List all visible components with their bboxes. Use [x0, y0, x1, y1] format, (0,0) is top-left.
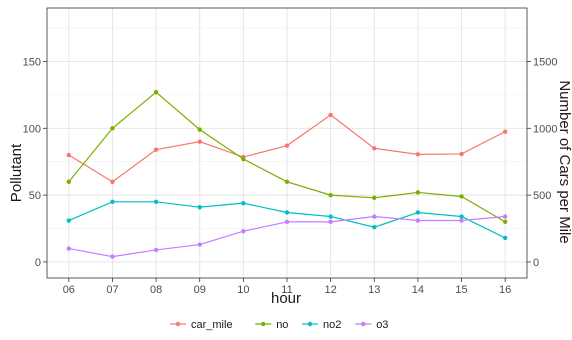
y2-tick-label: 0 [533, 257, 539, 269]
y2-tick-label: 500 [533, 190, 551, 202]
data-point [197, 127, 202, 132]
x-axis-title: hour [271, 290, 301, 307]
legend: car_mile no no2 o3 [170, 319, 388, 331]
legend-label: no [276, 319, 288, 331]
data-point [459, 194, 464, 199]
x-tick-label: 15 [455, 284, 467, 296]
data-point [502, 219, 508, 225]
data-point [502, 129, 508, 134]
data-point [66, 152, 72, 158]
data-point [153, 247, 159, 253]
data-point [241, 229, 246, 234]
x-tick-label: 06 [63, 284, 75, 296]
data-point [502, 235, 508, 241]
x-tick-label: 09 [194, 284, 206, 296]
legend-item-no: no [255, 319, 288, 331]
data-point [502, 214, 508, 219]
x-axis: 06 07 08 09 10 11 12 13 14 15 16 [63, 278, 511, 296]
data-point [372, 146, 377, 151]
legend-key-point [307, 321, 313, 327]
y-tick-label: 100 [23, 123, 41, 135]
data-point [284, 219, 290, 225]
grid [47, 8, 527, 278]
x-tick-label: 10 [237, 284, 249, 296]
y-tick-label: 0 [35, 257, 41, 269]
data-point [197, 204, 202, 210]
data-point [284, 210, 290, 215]
legend-key-point [261, 321, 266, 327]
data-point [241, 156, 246, 162]
data-point [284, 179, 290, 184]
x-tick-label: 08 [150, 284, 162, 296]
legend-item-no2: no2 [302, 319, 341, 331]
legend-label: car_mile [191, 319, 233, 331]
data-point [153, 199, 159, 205]
legend-item-car-mile: car_mile [170, 319, 233, 331]
x-tick-label: 07 [106, 284, 118, 296]
legend-label: no2 [323, 319, 341, 331]
series-layer [66, 90, 508, 259]
data-point [110, 199, 115, 205]
data-point [66, 179, 72, 184]
secondary-y-axis-title: Number of Cars per Mile [556, 80, 572, 243]
data-point [66, 218, 72, 223]
y-tick-label: 150 [23, 56, 41, 68]
data-point [372, 214, 377, 219]
data-point [415, 210, 421, 215]
left-y-axis: 0 50 100 150 [23, 56, 47, 269]
data-point [459, 151, 464, 157]
data-point [66, 246, 72, 251]
series-no [66, 90, 508, 225]
data-point [372, 225, 377, 230]
data-point [110, 254, 115, 259]
x-tick-label: 13 [368, 284, 380, 296]
data-point [459, 218, 464, 223]
legend-key-point [361, 321, 366, 327]
data-point [110, 126, 115, 131]
data-point [415, 152, 421, 157]
data-point [197, 139, 202, 144]
data-point [197, 242, 202, 247]
data-point [328, 214, 333, 219]
data-point [328, 192, 333, 198]
data-point [153, 90, 159, 95]
y2-tick-label: 1000 [533, 123, 557, 135]
data-point [284, 143, 290, 148]
series-car-mile [66, 112, 508, 184]
x-tick-label: 16 [499, 284, 511, 296]
data-point [415, 218, 421, 223]
data-point [415, 190, 421, 195]
y-axis-title: Pollutant [8, 143, 25, 202]
x-tick-label: 11 [281, 284, 292, 296]
x-tick-label: 14 [412, 284, 424, 296]
data-point [459, 214, 464, 219]
data-point [110, 179, 115, 184]
data-point [241, 200, 246, 206]
series-o3 [66, 214, 508, 259]
legend-item-o3: o3 [355, 319, 388, 331]
legend-key-point [175, 321, 181, 327]
x-tick-label: 12 [325, 284, 337, 296]
series-no2 [66, 199, 508, 241]
data-point [153, 147, 159, 152]
data-point [328, 112, 333, 118]
right-y-axis: 0 500 1000 1500 [527, 56, 557, 269]
data-point [372, 195, 377, 201]
legend-label: o3 [376, 319, 388, 331]
y2-tick-label: 1500 [533, 56, 557, 68]
y-tick-label: 50 [29, 190, 41, 202]
data-point [328, 219, 333, 225]
